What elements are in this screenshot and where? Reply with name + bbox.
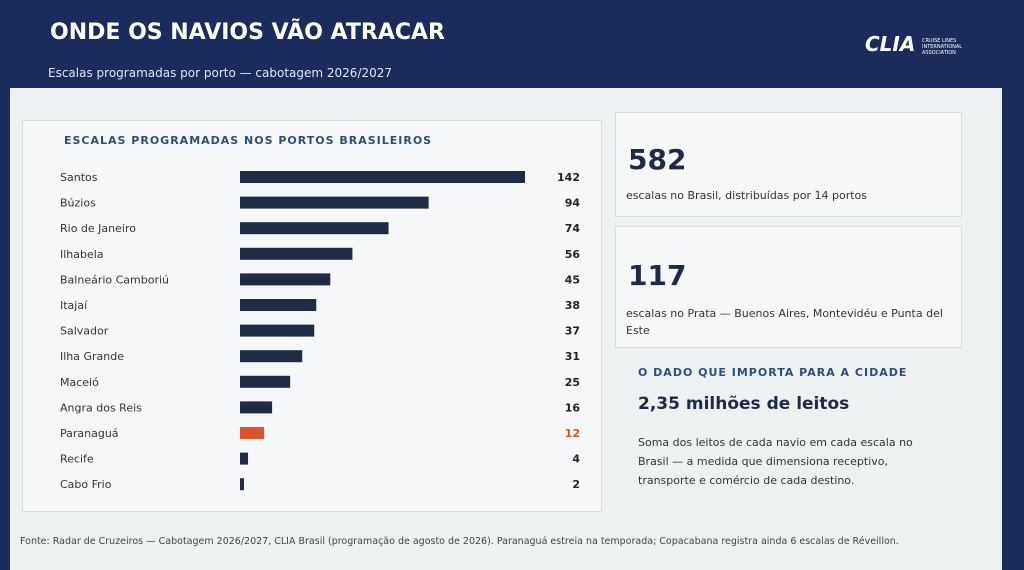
bar: [240, 478, 245, 491]
bar: [240, 401, 273, 414]
category-label: Salvador: [60, 325, 109, 338]
bar: [240, 350, 303, 363]
chart-title: ESCALAS PROGRAMADAS NOS PORTOS BRASILEIR…: [64, 134, 432, 147]
category-label: Ilhabela: [60, 248, 104, 261]
bar: [240, 427, 265, 439]
bar: [240, 273, 331, 286]
bar: [240, 247, 353, 260]
category-label: Maceió: [60, 376, 99, 389]
value-label: 16: [565, 401, 581, 414]
bar: [240, 222, 389, 235]
category-label: Rio de Janeiro: [60, 222, 136, 235]
value-label: 37: [565, 325, 580, 338]
category-label: Ilha Grande: [60, 350, 124, 363]
stat-text: escalas no Brasil, distribuídas por 14 p…: [626, 189, 868, 202]
value-label: 142: [557, 171, 580, 184]
value-label: 94: [565, 197, 581, 210]
bar: [240, 452, 249, 465]
value-label: 2: [572, 478, 580, 491]
category-label: Santos: [60, 171, 98, 184]
stat-value: 582: [628, 143, 687, 176]
value-label: 74: [565, 222, 581, 235]
bar: [240, 196, 429, 209]
stat-value: 117: [628, 259, 687, 292]
category-label: Itajaí: [60, 299, 88, 312]
chart-panel: [22, 120, 602, 512]
value-label: 45: [565, 273, 580, 286]
footer: Fonte: Radar de Cruzeiros — Cabotagem 20…: [20, 536, 899, 547]
category-label: Búzios: [60, 197, 96, 210]
stat-text: escalas no Prata — Buenos Aires, Montevi…: [626, 307, 943, 337]
stat-card: 582 escalas no Brasil, distribuídas por …: [615, 112, 962, 217]
category-label: Balneário Camboriú: [60, 273, 169, 286]
headline: 2,35 milhões de leitos: [638, 394, 850, 414]
value-label: 12: [565, 427, 580, 440]
subtitle: Escalas programadas por porto — cabotage…: [48, 66, 393, 80]
bar: [240, 299, 317, 311]
value-label: 4: [572, 453, 580, 466]
category-label: Recife: [60, 453, 94, 466]
value-label: 25: [565, 376, 580, 389]
logo: CLIA: [865, 32, 916, 56]
category-label: Cabo Frio: [60, 478, 112, 491]
logo-caption: CRUISE LINES INTERNATIONAL ASSOCIATION: [922, 38, 963, 56]
category-label: Angra dos Reis: [60, 401, 142, 414]
bar: [240, 171, 525, 183]
highlight-text: Soma dos leitos de cada navio em cada es…: [638, 436, 913, 487]
bar: [240, 324, 315, 337]
value-label: 38: [565, 299, 580, 312]
value-label: 31: [565, 350, 580, 363]
stat-card: 117 escalas no Prata — Buenos Aires, Mon…: [615, 226, 962, 348]
title: ONDE OS NAVIOS VÃO ATRACAR: [50, 20, 445, 45]
category-label: Paranaguá: [60, 427, 119, 440]
value-label: 56: [565, 248, 581, 261]
bar: [240, 375, 291, 388]
kicker: O DADO QUE IMPORTA PARA A CIDADE: [638, 366, 908, 379]
